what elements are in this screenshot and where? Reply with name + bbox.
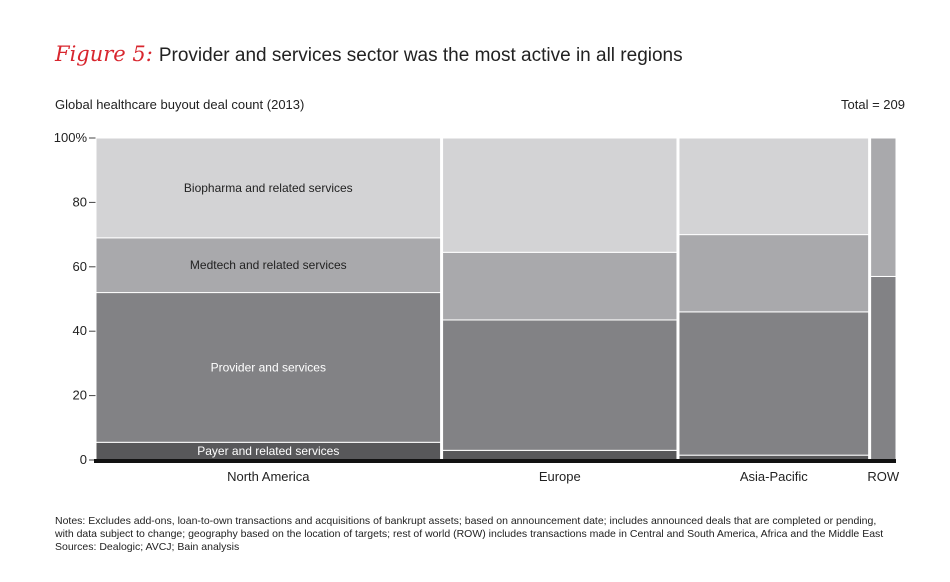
segment-asia-pacific-biopharma-and-related-services <box>678 137 870 236</box>
segment-row-medtech-and-related-services <box>870 137 897 277</box>
figure-label: Figure 5: <box>55 42 153 66</box>
segment-label-medtech-and-related-services: Medtech and related services <box>190 258 347 272</box>
segment-asia-pacific-medtech-and-related-services <box>678 234 870 313</box>
x-tick-label-row: ROW <box>867 469 900 484</box>
segment-label-provider-and-services: Provider and services <box>211 360 326 374</box>
segment-asia-pacific-provider-and-services <box>678 311 870 456</box>
y-tick-label-0: 0 <box>80 452 87 467</box>
segment-europe-biopharma-and-related-services <box>442 137 678 253</box>
segment-europe-payer-and-related-services <box>442 449 678 461</box>
segment-row-provider-and-services <box>870 275 897 461</box>
y-tick-label-20: 20 <box>73 388 87 403</box>
segment-europe-provider-and-services <box>442 319 678 451</box>
segment-north-america-medtech-and-related-services <box>95 237 442 294</box>
segment-label-biopharma-and-related-services: Biopharma and related services <box>184 181 353 195</box>
chart-notes: Notes: Excludes add-ons, loan-to-own tra… <box>55 515 915 554</box>
chart-title: Figure 5: Provider and services sector wa… <box>55 42 683 67</box>
segment-north-america-provider-and-services <box>95 292 442 443</box>
x-axis-baseline <box>94 459 896 463</box>
sources-line: Sources: Dealogic; AVCJ; Bain analysis <box>55 541 240 553</box>
y-tick-label-40: 40 <box>73 323 87 338</box>
y-tick-label-100: 100% <box>54 130 88 145</box>
y-tick-label-80: 80 <box>73 194 87 209</box>
x-tick-label-europe: Europe <box>539 469 581 484</box>
x-tick-label-north-america: North America <box>227 469 310 484</box>
figure-title: Provider and services sector was the mos… <box>158 45 683 66</box>
marimekko-chart: 0 20 40 60 80 100% North America Europe Asia-Pac… <box>54 130 900 484</box>
x-tick-label-asia-pacific: Asia-Pacific <box>740 469 808 484</box>
y-tick-label-60: 60 <box>73 259 87 274</box>
segment-label-payer-and-related-services: Payer and related services <box>197 444 339 458</box>
total-count: Total = 209 <box>841 97 905 112</box>
notes-line-1: Notes: Excludes add-ons, loan-to-own tra… <box>55 515 877 527</box>
notes-line-2: with data subject to change; geography b… <box>55 528 884 540</box>
segment-north-america-biopharma-and-related-services <box>95 137 442 239</box>
segment-europe-medtech-and-related-services <box>442 251 678 321</box>
chart-subtitle: Global healthcare buyout deal count (201… <box>55 97 305 112</box>
